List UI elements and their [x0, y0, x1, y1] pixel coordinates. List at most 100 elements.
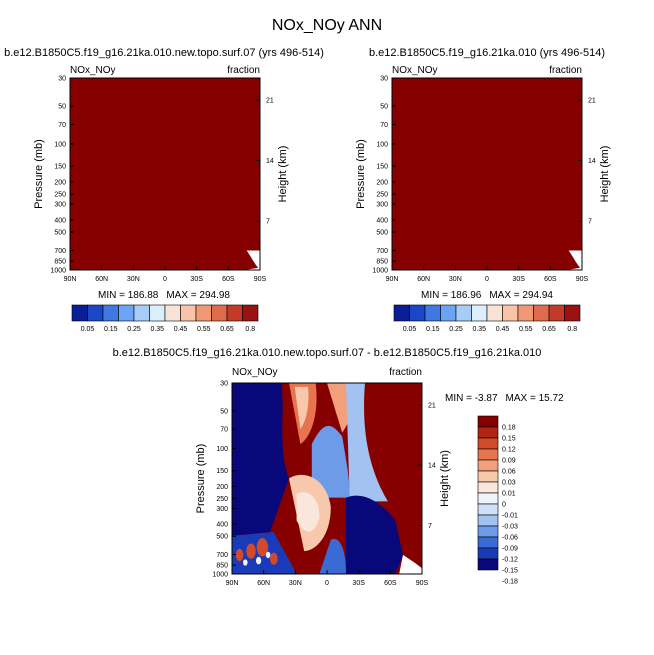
- y-tick-label: 70: [58, 122, 66, 129]
- y-tick-label: 30: [380, 76, 388, 83]
- x-tick-label: 90N: [64, 276, 77, 283]
- height-tick-label: 14: [428, 462, 436, 469]
- colorbar-box: [477, 514, 499, 527]
- colorbar-box: [477, 437, 499, 450]
- x-tick-label: 90N: [226, 580, 239, 587]
- y-tick-label: 700: [216, 552, 228, 559]
- colorbar-box: [477, 558, 499, 571]
- x-tick-label: 30S: [352, 580, 365, 587]
- colorbar-box: [455, 304, 472, 322]
- colorbar-label: 0.45: [496, 326, 510, 333]
- diff-region-pos-lower-light: [296, 492, 320, 532]
- colorbar-box: [517, 304, 534, 322]
- colorbar-label: 0.18: [502, 425, 516, 432]
- colorbar-label: 0.45: [174, 326, 188, 333]
- panel1-field: [70, 78, 260, 270]
- panel3-variable-label: NOx_NOy: [232, 367, 278, 378]
- colorbar-box: [102, 304, 119, 322]
- colorbar-label: -0.18: [502, 579, 518, 586]
- diff-region-neg-sh-lower: [346, 495, 403, 574]
- y-axis-right-title: Height (km): [439, 450, 451, 507]
- colorbar-box: [477, 492, 499, 505]
- colorbar-label: -0.12: [502, 557, 518, 564]
- panel2-min-max: MIN = 186.96 MAX = 294.94: [421, 290, 553, 301]
- y-tick-label: 30: [220, 381, 228, 388]
- colorbar-box: [502, 304, 519, 322]
- y-tick-label: 850: [376, 259, 388, 266]
- y-tick-label: 200: [54, 179, 66, 186]
- panel2-axes: 90N 60N 30N 0 30S 60S 90S 30 50 70 100 150 200 250 300…: [355, 76, 611, 284]
- colorbar-box: [477, 448, 499, 461]
- colorbar-label: 0.25: [449, 326, 463, 333]
- y-tick-label: 300: [376, 202, 388, 209]
- y-tick-label: 250: [216, 496, 228, 503]
- panel3-contours: [232, 383, 422, 574]
- colorbar-box: [87, 304, 104, 322]
- diff-surface-blob: [256, 538, 269, 557]
- y-tick-label: 400: [376, 217, 388, 224]
- colorbar-label: 0.25: [127, 326, 141, 333]
- y-tick-label: 100: [376, 141, 388, 148]
- colorbar-label: 0.65: [542, 326, 556, 333]
- colorbar-box: [477, 536, 499, 549]
- colorbar-label: 0.35: [472, 326, 486, 333]
- x-tick-label: 0: [485, 276, 489, 283]
- colorbar-box: [409, 304, 426, 322]
- colorbar-box: [118, 304, 135, 322]
- diff-surface-blob: [246, 543, 256, 559]
- y-tick-label: 300: [54, 202, 66, 209]
- panel2-title: b.e12.B1850C5.f19_g16.21ka.010 (yrs 496-…: [369, 47, 605, 59]
- x-tick-label: 30N: [127, 276, 140, 283]
- y-tick-label: 100: [216, 446, 228, 453]
- colorbar-label: 0.55: [519, 326, 533, 333]
- panel1-variable-label: NOx_NOy: [70, 65, 116, 76]
- panel2-colorbar: 0.05 0.15 0.25 0.35 0.45 0.55 0.65 0.8: [393, 304, 581, 333]
- y-tick-label: 500: [216, 534, 228, 541]
- y-tick-label: 700: [54, 248, 66, 255]
- colorbar-label: -0.01: [502, 513, 518, 520]
- colorbar-label: 0.8: [245, 326, 255, 333]
- colorbar-label: 0.05: [403, 326, 417, 333]
- colorbar-label: 0.01: [502, 491, 516, 498]
- panel3-min-max: MIN = -3.87 MAX = 15.72: [445, 393, 564, 404]
- panel1-units-label: fraction: [227, 65, 260, 76]
- panel2-variable-label: NOx_NOy: [392, 65, 438, 76]
- panel2-units-label: fraction: [549, 65, 582, 76]
- panel2-field: [392, 78, 582, 270]
- colorbar-box: [477, 503, 499, 516]
- x-tick-label: 60N: [417, 276, 430, 283]
- y-tick-label: 300: [216, 506, 228, 513]
- y-tick-label: 850: [216, 563, 228, 570]
- colorbar-label: 0.55: [197, 326, 211, 333]
- height-tick-label: 14: [266, 158, 274, 165]
- colorbar-label: 0.8: [567, 326, 577, 333]
- panel1-title: b.e12.B1850C5.f19_g16.21ka.010.new.topo.…: [4, 47, 324, 59]
- colorbar-label: -0.03: [502, 524, 518, 531]
- y-tick-label: 400: [54, 217, 66, 224]
- colorbar-box: [564, 304, 581, 322]
- colorbar-box: [477, 481, 499, 494]
- y-tick-label: 150: [54, 164, 66, 171]
- colorbar-box: [477, 525, 499, 538]
- x-tick-label: 60N: [95, 276, 108, 283]
- x-tick-label: 30N: [449, 276, 462, 283]
- y-axis-right-title: Height (km): [599, 146, 611, 203]
- y-tick-label: 70: [380, 122, 388, 129]
- colorbar-box: [477, 547, 499, 560]
- colorbar-box: [440, 304, 457, 322]
- colorbar-box: [211, 304, 228, 322]
- y-axis-title: Pressure (mb): [195, 444, 207, 514]
- colorbar-label: 0.06: [502, 469, 516, 476]
- diff-region-pos-upper-core: [294, 386, 309, 429]
- panel1-min-text: MIN = 186.88: [98, 290, 159, 301]
- colorbar-label: 0: [502, 502, 506, 509]
- y-tick-label: 250: [54, 192, 66, 199]
- height-tick-label: 14: [588, 158, 596, 165]
- colorbar-box: [477, 470, 499, 483]
- x-tick-label: 60S: [222, 276, 235, 283]
- panel3-axes: 90N 60N 30N 0 30S 60S 90S 30 50 70 100 150 200 250 300…: [195, 381, 451, 588]
- height-tick-label: 21: [428, 403, 436, 410]
- colorbar-label: 0.65: [220, 326, 234, 333]
- colorbar-box: [133, 304, 150, 322]
- y-tick-label: 50: [58, 103, 66, 110]
